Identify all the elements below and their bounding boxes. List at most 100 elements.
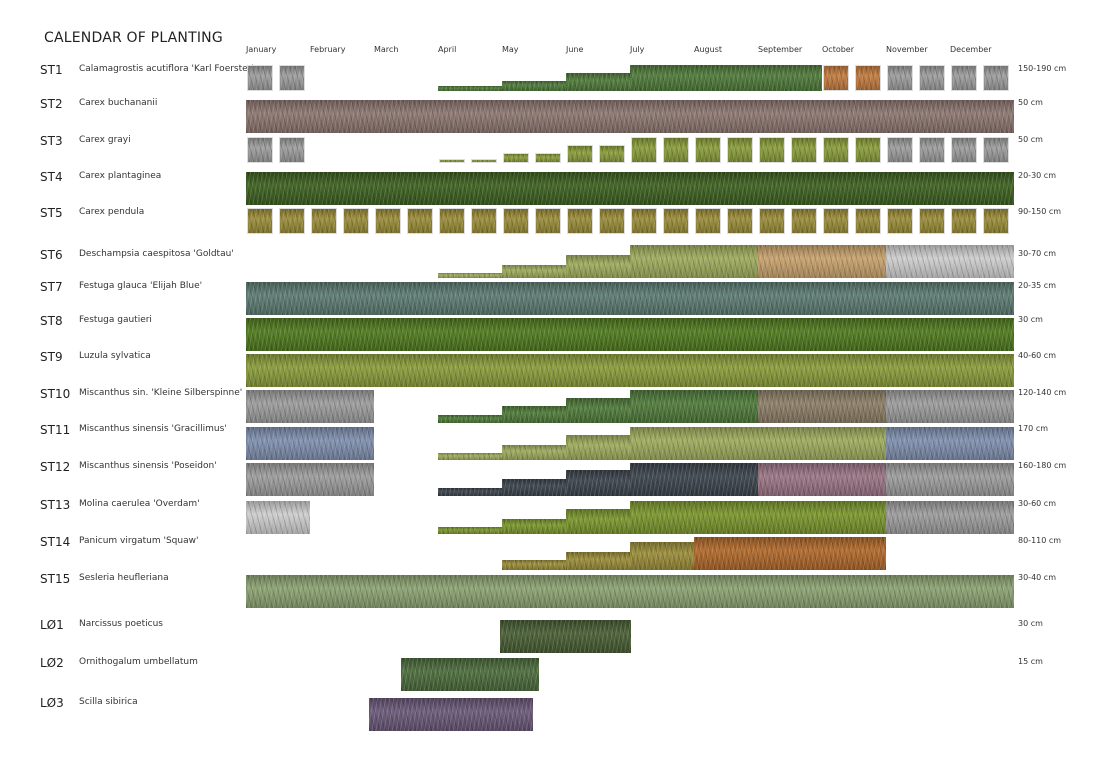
plant-image-band: [246, 463, 374, 496]
plant-image-band: [758, 245, 886, 278]
plant-code: ST10: [40, 387, 71, 401]
plant-name: Miscanthus sinensis 'Gracillimus': [79, 424, 227, 434]
plant-image-band: [566, 255, 630, 278]
plant-code: ST12: [40, 460, 71, 474]
plant-image-band: [630, 65, 822, 91]
plant-image-tile: [567, 208, 593, 234]
plant-name: Sesleria heufleriana: [79, 573, 169, 583]
plant-image-band: [502, 519, 566, 534]
month-label-july: July: [630, 45, 645, 54]
plant-height: 160-180 cm: [1018, 461, 1067, 470]
plant-name: Miscanthus sinensis 'Poseidon': [79, 461, 217, 471]
plant-code: ST5: [40, 206, 63, 220]
plant-image-tile: [919, 65, 945, 91]
plant-code: LØ1: [40, 618, 64, 632]
plant-name: Molina caerulea 'Overdam': [79, 499, 200, 509]
plant-image-band: [246, 172, 1014, 205]
plant-name: Deschampsia caespitosa 'Goldtau': [79, 249, 234, 259]
plant-image-band: [438, 488, 502, 496]
plant-code: ST13: [40, 498, 71, 512]
plant-code: LØ2: [40, 656, 64, 670]
plant-image-tile: [375, 208, 401, 234]
plant-name: Festuga glauca 'Elijah Blue': [79, 281, 203, 291]
plant-image-tile: [951, 137, 977, 163]
plant-image-band: [566, 509, 630, 534]
plant-image-band: [438, 273, 502, 278]
plant-image-band: [630, 501, 886, 534]
plant-image-tile: [887, 208, 913, 234]
plant-image-band: [502, 479, 566, 496]
plant-code: ST14: [40, 535, 71, 549]
plant-image-tile: [855, 208, 881, 234]
plant-image-tile: [663, 208, 689, 234]
month-label-august: August: [694, 45, 722, 54]
plant-code: ST11: [40, 423, 71, 437]
plant-image-tile: [247, 208, 273, 234]
plant-image-band: [246, 354, 1014, 387]
plant-height: 20-30 cm: [1018, 171, 1056, 180]
plant-image-tile: [983, 65, 1009, 91]
plant-image-tile: [919, 208, 945, 234]
month-label-december: December: [950, 45, 992, 54]
plant-image-tile: [439, 208, 465, 234]
plant-name: Festuga gautieri: [79, 315, 152, 325]
plant-image-band: [246, 390, 374, 423]
plant-image-band: [400, 658, 540, 691]
month-label-february: February: [310, 45, 346, 54]
page-title: CALENDAR OF PLANTING: [44, 30, 223, 46]
plant-image-tile: [887, 137, 913, 163]
plant-image-band: [886, 427, 1014, 460]
plant-height: 50 cm: [1018, 135, 1043, 144]
plant-image-tile: [695, 137, 721, 163]
plant-height: 50 cm: [1018, 98, 1043, 107]
plant-image-tile: [983, 208, 1009, 234]
plant-code: ST1: [40, 63, 63, 77]
plant-image-band: [630, 542, 694, 570]
plant-image-tile: [503, 208, 529, 234]
plant-image-tile: [535, 208, 561, 234]
plant-name: Ornithogalum umbellatum: [79, 657, 198, 667]
plant-image-tile: [983, 137, 1009, 163]
plant-image-band: [502, 445, 566, 460]
plant-image-tile: [503, 153, 529, 163]
plant-height: 15 cm: [1018, 657, 1043, 666]
plant-image-tile: [311, 208, 337, 234]
plant-code: ST4: [40, 170, 63, 184]
plant-image-tile: [599, 208, 625, 234]
plant-image-band: [566, 398, 630, 423]
plant-image-band: [246, 501, 310, 534]
plant-height: 30-40 cm: [1018, 573, 1056, 582]
plant-name: Carex grayi: [79, 135, 131, 145]
plant-image-tile: [439, 159, 465, 163]
plant-image-tile: [663, 137, 689, 163]
plant-image-tile: [919, 137, 945, 163]
plant-image-band: [438, 86, 502, 91]
plant-image-band: [502, 265, 566, 278]
plant-image-tile: [695, 208, 721, 234]
plant-image-tile: [759, 137, 785, 163]
plant-code: ST8: [40, 314, 63, 328]
month-label-october: October: [822, 45, 855, 54]
plant-image-tile: [823, 208, 849, 234]
plant-image-tile: [567, 145, 593, 163]
plant-name: Carex plantaginea: [79, 171, 162, 181]
plant-code: ST7: [40, 280, 63, 294]
plant-image-band: [438, 453, 502, 460]
plant-image-tile: [631, 137, 657, 163]
plant-height: 20-35 cm: [1018, 281, 1056, 290]
plant-image-band: [246, 282, 1014, 315]
plant-image-tile: [247, 65, 273, 91]
plant-image-band: [566, 435, 630, 460]
plant-image-tile: [727, 137, 753, 163]
plant-image-band: [246, 318, 1014, 351]
plant-image-band: [566, 552, 630, 570]
plant-image-tile: [791, 208, 817, 234]
plant-name: Scilla sibirica: [79, 697, 138, 707]
plant-image-tile: [791, 137, 817, 163]
plant-name: Panicum virgatum 'Squaw': [79, 536, 199, 546]
plant-image-tile: [887, 65, 913, 91]
plant-code: ST15: [40, 572, 71, 586]
plant-image-tile: [535, 153, 561, 163]
plant-image-tile: [343, 208, 369, 234]
plant-image-band: [694, 537, 886, 570]
